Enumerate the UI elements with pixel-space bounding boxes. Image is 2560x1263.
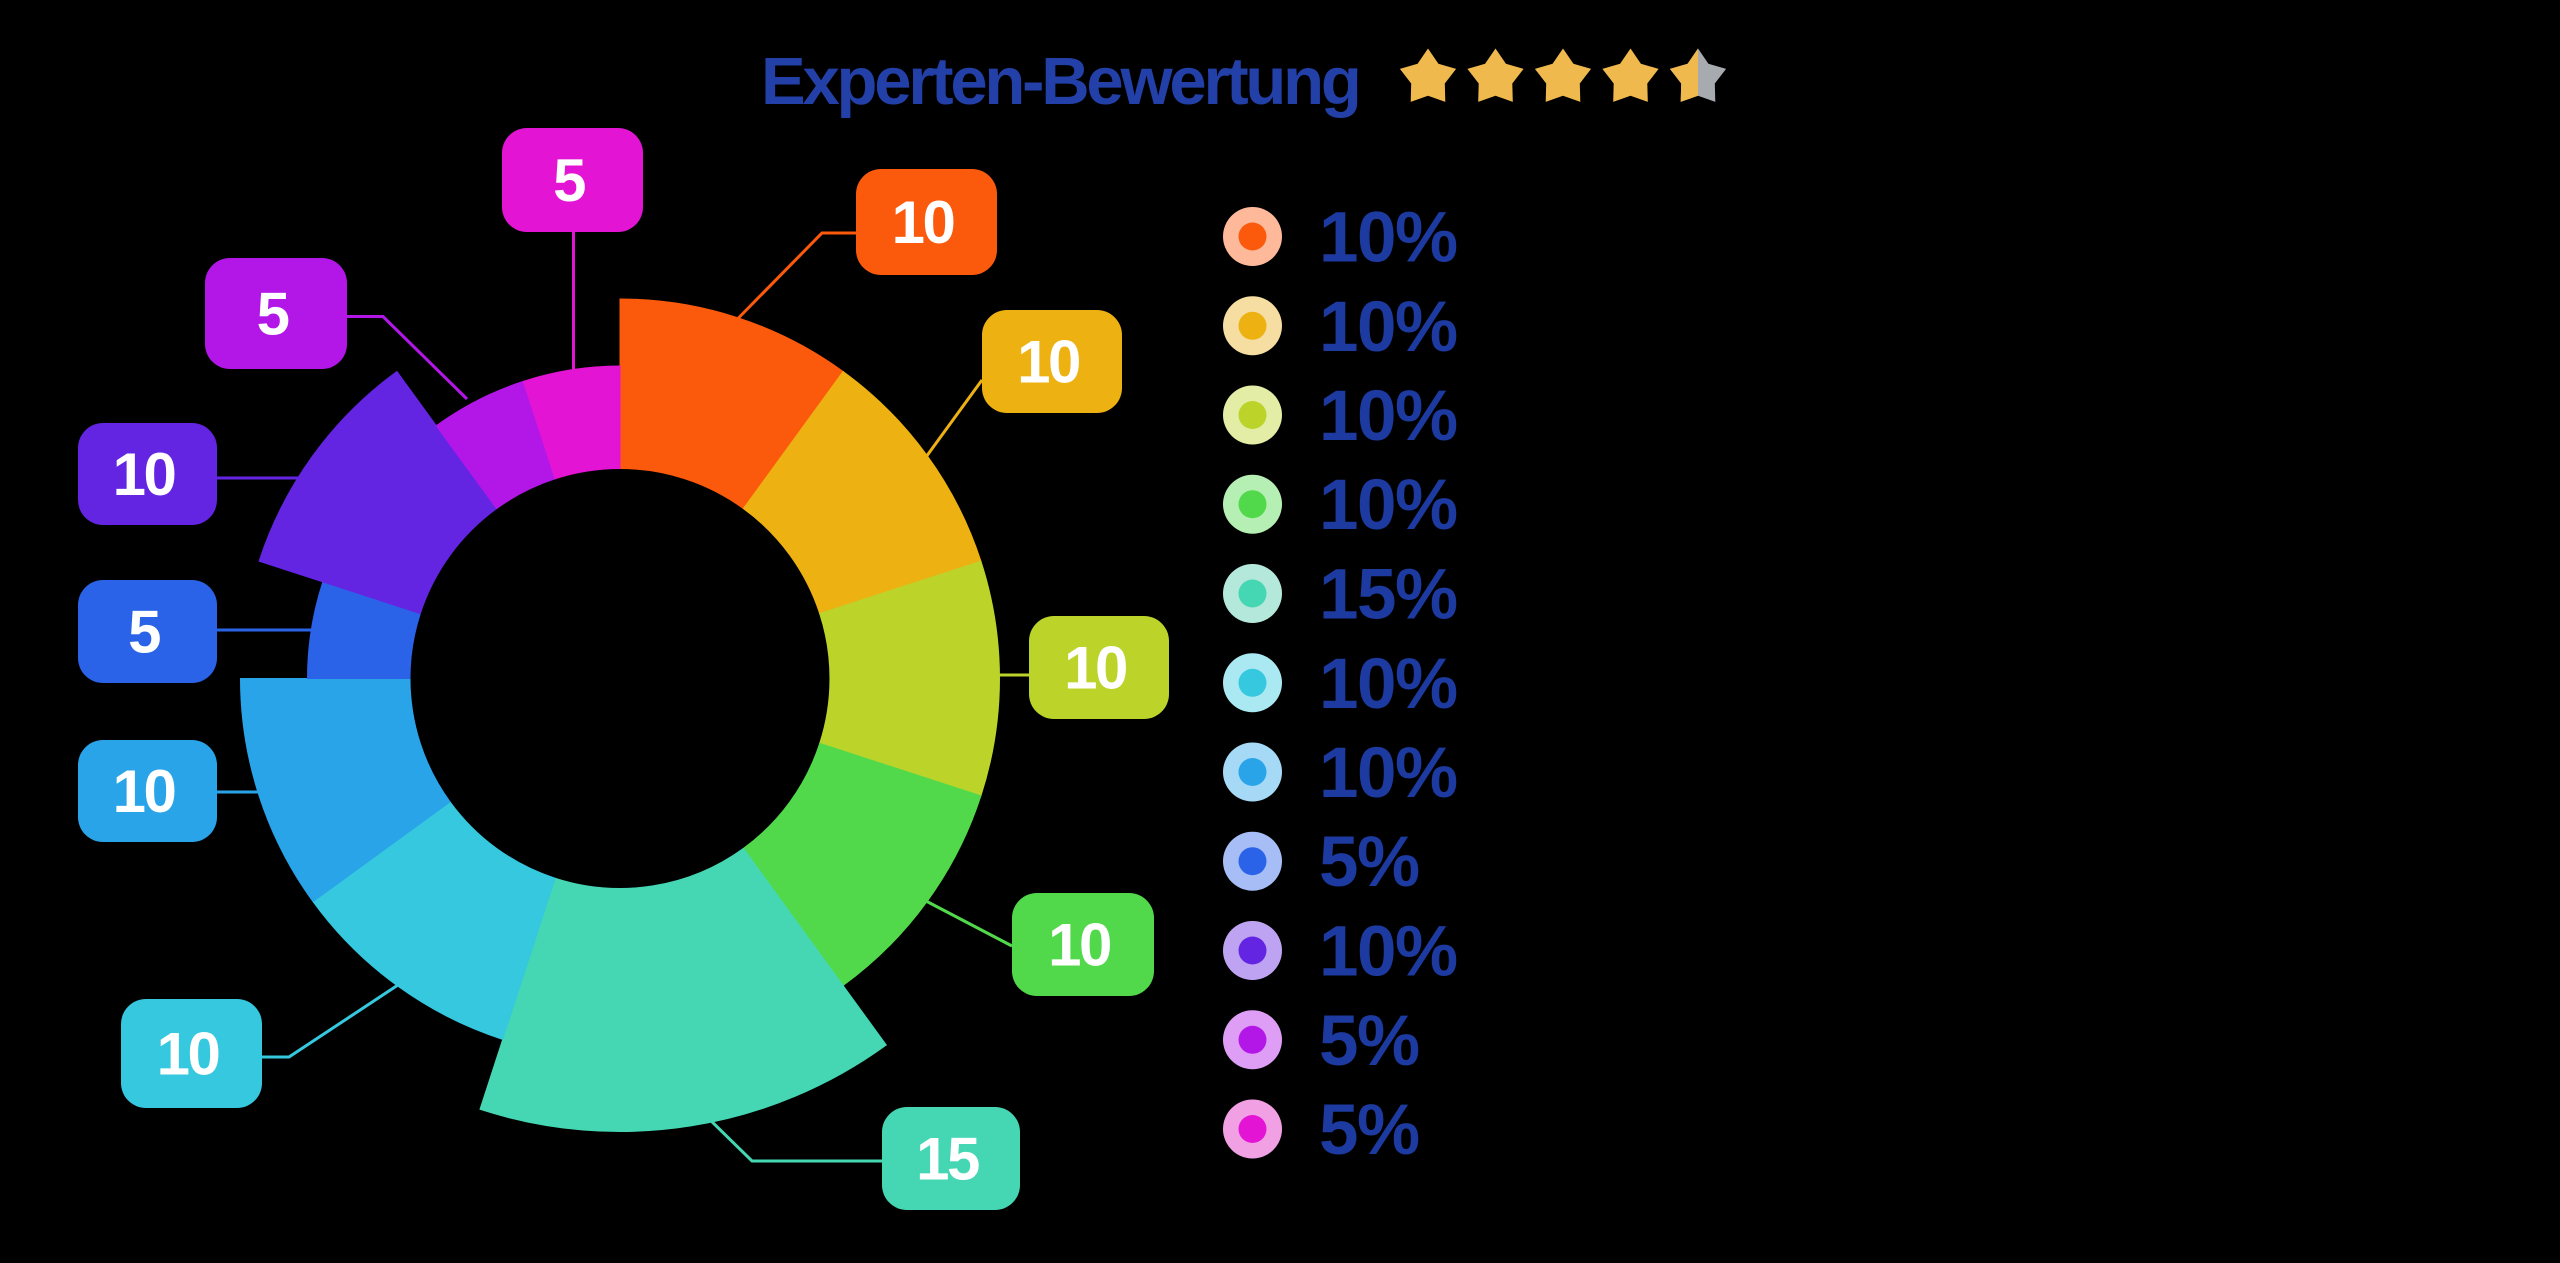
svg-text:10: 10 [113, 758, 175, 825]
svg-text:10: 10 [113, 441, 175, 508]
svg-text:10%: 10% [1319, 377, 1457, 456]
svg-text:5: 5 [553, 147, 585, 214]
svg-text:15%: 15% [1319, 556, 1457, 635]
svg-text:10%: 10% [1319, 288, 1457, 367]
svg-text:5: 5 [128, 599, 160, 666]
svg-text:10: 10 [1048, 912, 1110, 979]
svg-text:10%: 10% [1319, 645, 1457, 724]
svg-text:5%: 5% [1319, 1091, 1419, 1170]
svg-text:10: 10 [1064, 635, 1126, 702]
svg-text:10%: 10% [1319, 466, 1457, 545]
svg-text:10: 10 [157, 1021, 219, 1088]
svg-text:10: 10 [892, 189, 954, 256]
svg-text:5%: 5% [1319, 1002, 1419, 1081]
svg-text:10: 10 [1017, 329, 1079, 396]
svg-text:Experten-Bewertung: Experten-Bewertung [761, 44, 1359, 119]
svg-text:5%: 5% [1319, 823, 1419, 902]
svg-text:10%: 10% [1319, 913, 1457, 992]
svg-text:10%: 10% [1319, 199, 1457, 278]
svg-text:5: 5 [257, 281, 289, 348]
svg-text:15: 15 [916, 1126, 979, 1193]
svg-text:10%: 10% [1319, 734, 1457, 813]
